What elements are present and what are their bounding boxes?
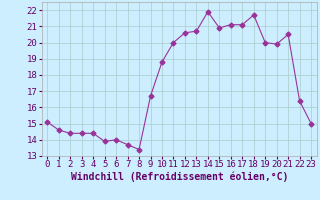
X-axis label: Windchill (Refroidissement éolien,°C): Windchill (Refroidissement éolien,°C): [70, 172, 288, 182]
